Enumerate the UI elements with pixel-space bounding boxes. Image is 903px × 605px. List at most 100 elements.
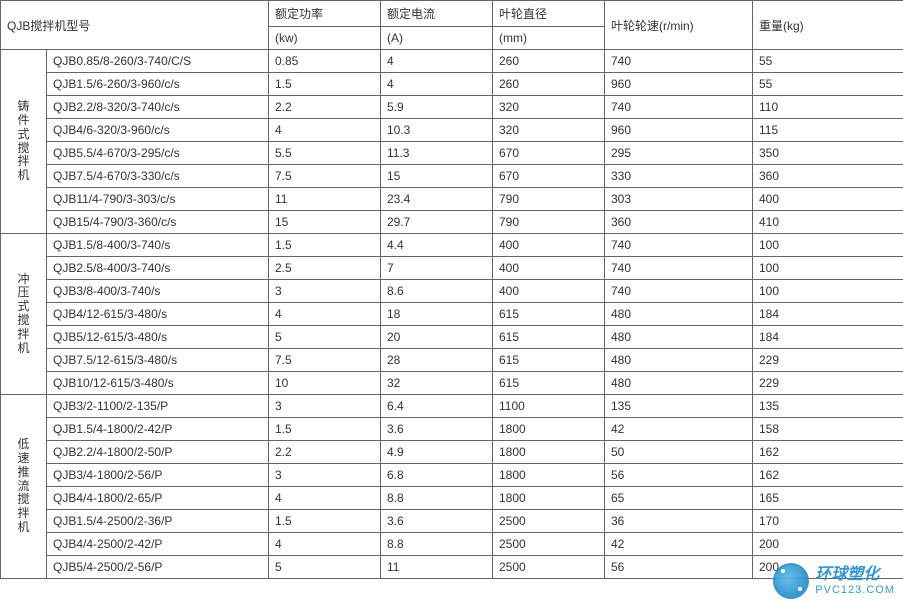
cell-power: 3 [269, 464, 381, 487]
table-row: QJB2.2/4-1800/2-50/P2.24.9180050162 [1, 441, 903, 464]
cell-diameter: 320 [493, 96, 605, 119]
table-row: QJB4/4-1800/2-65/P48.8180065165 [1, 487, 903, 510]
cell-weight: 165 [753, 487, 903, 510]
cell-speed: 303 [605, 188, 753, 211]
cell-diameter: 615 [493, 303, 605, 326]
table-row: QJB1.5/4-1800/2-42/P1.53.6180042158 [1, 418, 903, 441]
cell-model: QJB5.5/4-670/3-295/c/s [47, 142, 269, 165]
cell-current: 3.6 [381, 418, 493, 441]
cell-power: 1.5 [269, 73, 381, 96]
cell-weight: 350 [753, 142, 903, 165]
cell-power: 3 [269, 395, 381, 418]
cell-power: 5.5 [269, 142, 381, 165]
cell-diameter: 615 [493, 326, 605, 349]
cell-diameter: 1800 [493, 464, 605, 487]
cell-speed: 480 [605, 326, 753, 349]
cell-current: 6.4 [381, 395, 493, 418]
spec-table: QJB搅拌机型号 额定功率 额定电流 叶轮直径 叶轮轮速(r/min) 重量(k… [0, 0, 903, 579]
cell-power: 4 [269, 119, 381, 142]
cell-weight: 55 [753, 50, 903, 73]
cell-current: 4.9 [381, 441, 493, 464]
cell-diameter: 1100 [493, 395, 605, 418]
cell-power: 1.5 [269, 418, 381, 441]
cell-current: 29.7 [381, 211, 493, 234]
table-row: QJB7.5/12-615/3-480/s7.528615480229 [1, 349, 903, 372]
cell-weight: 162 [753, 464, 903, 487]
header-current-unit: (A) [381, 27, 493, 50]
cell-speed: 740 [605, 234, 753, 257]
table-row: QJB3/8-400/3-740/s38.6400740100 [1, 280, 903, 303]
cell-speed: 740 [605, 257, 753, 280]
header-diameter: 叶轮直径 [493, 1, 605, 27]
cell-speed: 42 [605, 418, 753, 441]
cell-model: QJB1.5/6-260/3-960/c/s [47, 73, 269, 96]
cell-diameter: 1800 [493, 487, 605, 510]
category-cell: 低速推流搅拌机 [1, 395, 47, 579]
cell-current: 28 [381, 349, 493, 372]
cell-model: QJB3/2-1100/2-135/P [47, 395, 269, 418]
cell-model: QJB2.2/4-1800/2-50/P [47, 441, 269, 464]
cell-power: 4 [269, 303, 381, 326]
cell-current: 10.3 [381, 119, 493, 142]
cell-weight: 170 [753, 510, 903, 533]
cell-weight: 184 [753, 303, 903, 326]
cell-current: 23.4 [381, 188, 493, 211]
cell-power: 11 [269, 188, 381, 211]
header-model: QJB搅拌机型号 [1, 1, 269, 50]
cell-weight: 162 [753, 441, 903, 464]
cell-diameter: 2500 [493, 533, 605, 556]
cell-model: QJB7.5/12-615/3-480/s [47, 349, 269, 372]
table-row: QJB3/4-1800/2-56/P36.8180056162 [1, 464, 903, 487]
header-power-unit: (kw) [269, 27, 381, 50]
cell-speed: 42 [605, 533, 753, 556]
table-header: QJB搅拌机型号 额定功率 额定电流 叶轮直径 叶轮轮速(r/min) 重量(k… [1, 1, 903, 50]
cell-current: 5.9 [381, 96, 493, 119]
cell-diameter: 1800 [493, 418, 605, 441]
cell-speed: 960 [605, 73, 753, 96]
cell-speed: 480 [605, 303, 753, 326]
cell-power: 10 [269, 372, 381, 395]
cell-speed: 65 [605, 487, 753, 510]
cell-weight: 229 [753, 372, 903, 395]
cell-weight: 115 [753, 119, 903, 142]
cell-speed: 50 [605, 441, 753, 464]
cell-current: 4 [381, 73, 493, 96]
cell-diameter: 260 [493, 50, 605, 73]
cell-power: 4 [269, 487, 381, 510]
cell-power: 1.5 [269, 510, 381, 533]
table-row: QJB15/4-790/3-360/c/s1529.7790360410 [1, 211, 903, 234]
cell-speed: 135 [605, 395, 753, 418]
cell-model: QJB4/4-1800/2-65/P [47, 487, 269, 510]
cell-diameter: 400 [493, 234, 605, 257]
cell-model: QJB10/12-615/3-480/s [47, 372, 269, 395]
cell-power: 7.5 [269, 165, 381, 188]
cell-speed: 56 [605, 464, 753, 487]
cell-model: QJB2.2/8-320/3-740/c/s [47, 96, 269, 119]
cell-diameter: 1800 [493, 441, 605, 464]
cell-diameter: 670 [493, 142, 605, 165]
cell-diameter: 615 [493, 349, 605, 372]
cell-diameter: 2500 [493, 510, 605, 533]
cell-speed: 480 [605, 349, 753, 372]
table-row: 低速推流搅拌机QJB3/2-1100/2-135/P36.41100135135 [1, 395, 903, 418]
cell-speed: 480 [605, 372, 753, 395]
cell-weight: 158 [753, 418, 903, 441]
cell-weight: 100 [753, 234, 903, 257]
cell-current: 7 [381, 257, 493, 280]
header-current: 额定电流 [381, 1, 493, 27]
cell-diameter: 615 [493, 372, 605, 395]
cell-model: QJB7.5/4-670/3-330/c/s [47, 165, 269, 188]
cell-power: 3 [269, 280, 381, 303]
cell-current: 20 [381, 326, 493, 349]
cell-diameter: 790 [493, 211, 605, 234]
table-row: 铸件式搅拌机QJB0.85/8-260/3-740/C/S0.854260740… [1, 50, 903, 73]
table-row: QJB5/12-615/3-480/s520615480184 [1, 326, 903, 349]
table-row: QJB5/4-2500/2-56/P511250056200 [1, 556, 903, 579]
cell-model: QJB5/4-2500/2-56/P [47, 556, 269, 579]
cell-current: 8.8 [381, 487, 493, 510]
category-cell: 铸件式搅拌机 [1, 50, 47, 234]
header-weight: 重量(kg) [753, 1, 903, 50]
cell-current: 11 [381, 556, 493, 579]
cell-power: 7.5 [269, 349, 381, 372]
cell-current: 15 [381, 165, 493, 188]
